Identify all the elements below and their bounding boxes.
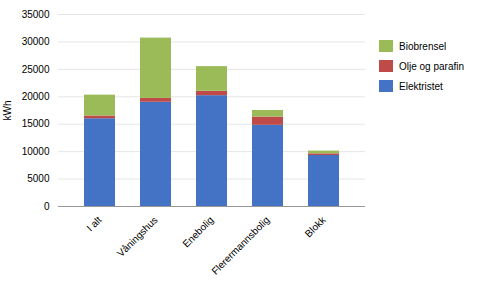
svg-text:kWh: kWh [2,101,13,121]
svg-text:30000: 30000 [22,36,50,47]
svg-text:Flerermannsbolig: Flerermannsbolig [209,214,271,276]
html-text:Biobrensel: Biobrensel [399,40,447,52]
svg-text:35000: 35000 [22,9,50,20]
svg-text:20000: 20000 [22,91,50,102]
svg-text:Våningshus: Våningshus [115,214,160,259]
svg-text:10000: 10000 [22,146,50,157]
html-text:Elektristet: Elektristet [399,80,443,92]
svg-text:I alt: I alt [84,214,103,233]
svg-text:5000: 5000 [27,173,50,184]
svg-text:Blokk: Blokk [303,214,329,240]
svg-text:Enebolig: Enebolig [180,214,215,249]
svg-text:25000: 25000 [22,64,50,75]
svg-text:15000: 15000 [22,118,50,129]
html-text:Olje og parafin: Olje og parafin [399,60,464,72]
svg-text:0: 0 [44,201,50,212]
